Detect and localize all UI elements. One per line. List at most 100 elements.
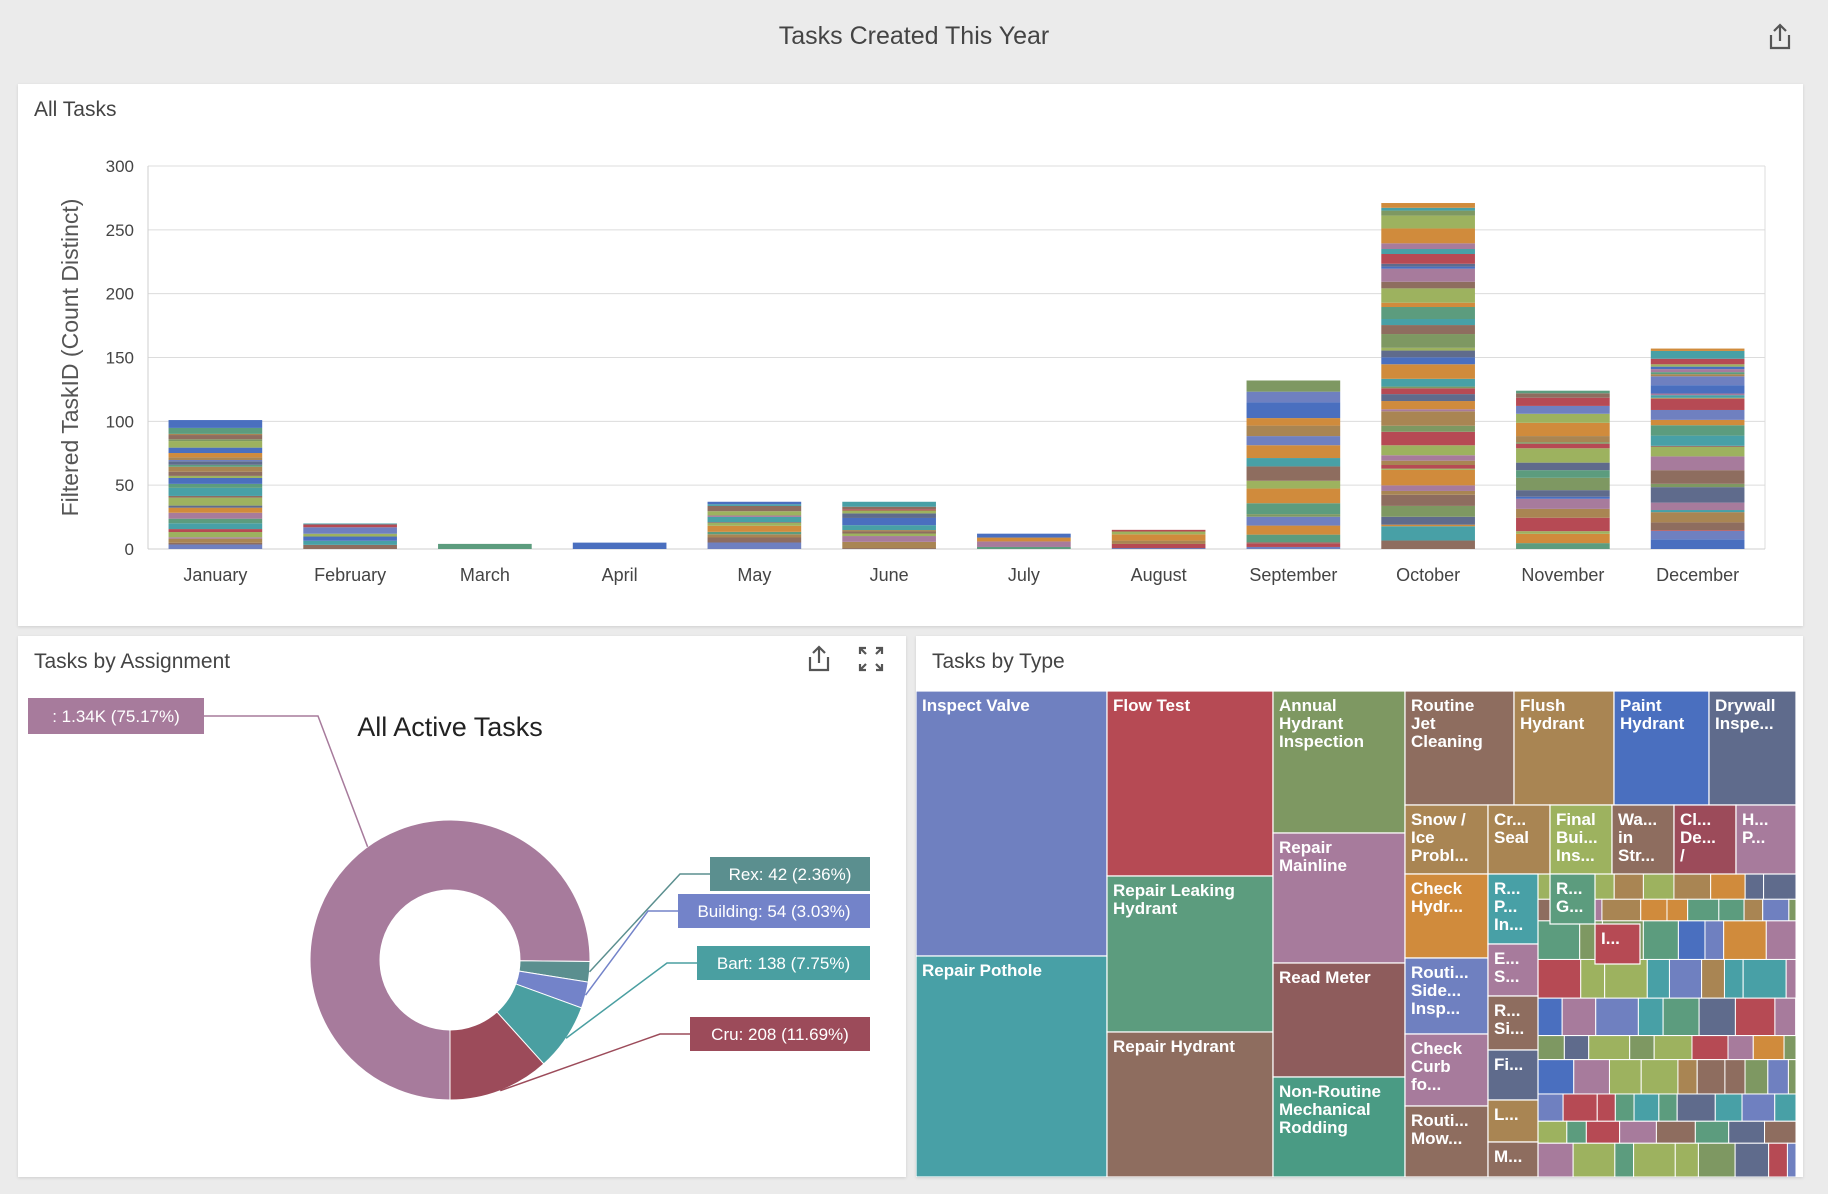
treemap-tile[interactable]	[1763, 873, 1797, 900]
treemap-tile[interactable]	[1783, 1035, 1797, 1061]
treemap-tile[interactable]: Repair Hydrant	[1106, 1031, 1274, 1178]
treemap-tile[interactable]	[1687, 898, 1720, 922]
treemap-tile[interactable]: E... S...	[1487, 943, 1539, 997]
treemap-tile[interactable]: Routine Jet Cleaning	[1404, 690, 1515, 806]
treemap-tile[interactable]	[1742, 958, 1787, 999]
treemap-tile[interactable]: R... P... In...	[1487, 873, 1539, 945]
treemap-tile[interactable]	[1596, 1093, 1616, 1122]
treemap-tile[interactable]	[1537, 997, 1563, 1037]
treemap-tile[interactable]	[1585, 1120, 1621, 1144]
treemap-tile[interactable]: R... Si...	[1487, 995, 1539, 1051]
treemap-tile[interactable]	[1724, 1059, 1746, 1095]
treemap-tile[interactable]	[1640, 898, 1668, 922]
treemap-tile[interactable]	[1537, 1059, 1575, 1095]
treemap-tile[interactable]	[1764, 1120, 1797, 1144]
treemap-tile[interactable]: Drywall Inspe...	[1708, 690, 1797, 806]
treemap-tile[interactable]	[1642, 920, 1679, 960]
bar[interactable]	[1111, 529, 1206, 549]
treemap-tile[interactable]	[1537, 1120, 1568, 1144]
treemap-tile[interactable]	[1676, 1093, 1716, 1122]
treemap-tile[interactable]	[1655, 1120, 1696, 1144]
treemap-tile[interactable]	[1653, 1035, 1693, 1061]
treemap-tile[interactable]: Repair Leaking Hydrant	[1106, 875, 1274, 1033]
treemap-tile[interactable]	[1743, 898, 1764, 922]
treemap-tile[interactable]: Non-Routine Mechanical Rodding	[1272, 1076, 1406, 1178]
treemap-tile[interactable]	[1588, 1035, 1631, 1061]
treemap-tile[interactable]	[1710, 873, 1746, 900]
bar[interactable]	[303, 523, 397, 549]
treemap-tile[interactable]	[1640, 1059, 1679, 1095]
treemap-tile[interactable]	[1604, 958, 1648, 999]
treemap-tile[interactable]	[1614, 1093, 1635, 1122]
treemap-tile[interactable]	[1734, 997, 1776, 1037]
treemap-tile[interactable]	[1563, 1035, 1590, 1061]
treemap-tile[interactable]: M...	[1487, 1141, 1539, 1178]
treemap-tile[interactable]	[1566, 1120, 1587, 1144]
treemap-tile[interactable]: Inspect Valve	[915, 690, 1108, 957]
treemap-tile[interactable]	[1674, 1142, 1699, 1178]
bar[interactable]	[707, 501, 802, 549]
treemap-tile[interactable]	[1562, 1093, 1598, 1122]
treemap-tile[interactable]	[1787, 1059, 1797, 1095]
treemap-tile[interactable]: Read Meter	[1272, 962, 1406, 1078]
treemap-tile[interactable]	[1537, 920, 1581, 960]
treemap-tile[interactable]: Check Hydr...	[1404, 873, 1489, 959]
treemap-tile[interactable]: Flush Hydrant	[1513, 690, 1615, 806]
treemap-tile[interactable]	[1774, 1093, 1797, 1122]
treemap-tile[interactable]	[1701, 958, 1725, 999]
treemap-tile[interactable]	[1774, 997, 1797, 1037]
treemap-tile[interactable]	[1537, 958, 1582, 999]
share-icon[interactable]	[802, 642, 836, 676]
treemap-tile[interactable]	[1728, 1120, 1766, 1144]
treemap-tile[interactable]	[1677, 1059, 1698, 1095]
treemap-tile[interactable]	[1673, 873, 1712, 900]
treemap-tile[interactable]	[1561, 997, 1597, 1037]
treemap-tile[interactable]	[1601, 898, 1642, 922]
treemap-tile[interactable]	[1633, 1093, 1660, 1122]
treemap-tile[interactable]	[1767, 1059, 1789, 1095]
donut-slice[interactable]	[449, 1011, 545, 1101]
treemap-tile[interactable]	[1723, 920, 1767, 960]
treemap-tile[interactable]	[1642, 873, 1675, 900]
treemap-tile[interactable]	[1633, 1142, 1676, 1178]
treemap-tile[interactable]	[1619, 1120, 1657, 1144]
bar[interactable]	[1516, 390, 1610, 549]
bar[interactable]	[977, 533, 1071, 549]
bar[interactable]	[1650, 348, 1745, 549]
treemap-tile[interactable]	[1580, 958, 1606, 999]
bar[interactable]	[438, 543, 532, 549]
treemap-tile[interactable]: Cr... Seal	[1487, 804, 1551, 875]
treemap-tile[interactable]: R... G...	[1549, 873, 1596, 925]
treemap-tile[interactable]	[1572, 1142, 1616, 1178]
treemap-tile[interactable]: Repair Pothole	[915, 955, 1108, 1178]
expand-icon[interactable]	[854, 642, 888, 676]
treemap-tile[interactable]: L...	[1487, 1099, 1539, 1143]
treemap-tile[interactable]	[1714, 1093, 1743, 1122]
treemap-tile[interactable]	[1744, 873, 1765, 900]
treemap-tile[interactable]: Annual Hydrant Inspection	[1272, 690, 1406, 834]
treemap-tile[interactable]: I...	[1594, 923, 1641, 965]
treemap-tile[interactable]: Flow Test	[1106, 690, 1274, 877]
treemap-tile[interactable]	[1608, 1059, 1642, 1095]
treemap-tile[interactable]	[1677, 920, 1706, 960]
treemap-tile[interactable]: Routi... Mow...	[1404, 1105, 1489, 1178]
treemap-tile[interactable]	[1658, 1093, 1678, 1122]
treemap-tile[interactable]	[1573, 1059, 1610, 1095]
bar[interactable]	[572, 542, 667, 549]
treemap-tile[interactable]	[1768, 1142, 1788, 1178]
treemap-tile[interactable]	[1662, 997, 1700, 1037]
share-icon[interactable]	[1763, 20, 1797, 54]
treemap-tile[interactable]	[1666, 898, 1689, 922]
treemap-tile[interactable]: Paint Hydrant	[1613, 690, 1710, 806]
treemap-tile[interactable]	[1786, 1142, 1797, 1178]
treemap-tile[interactable]	[1727, 1035, 1754, 1061]
treemap-tile[interactable]	[1752, 1035, 1785, 1061]
bar[interactable]	[1381, 203, 1475, 549]
treemap-tile[interactable]: Snow / Ice Probl...	[1404, 804, 1489, 875]
treemap-tile[interactable]	[1741, 1093, 1776, 1122]
treemap-tile[interactable]: Routi... Side... Insp...	[1404, 957, 1489, 1035]
treemap-tile[interactable]: Check Curb fo...	[1404, 1033, 1489, 1107]
treemap-tile[interactable]	[1762, 898, 1790, 922]
treemap-tile[interactable]	[1785, 958, 1797, 999]
treemap-tile[interactable]	[1537, 1093, 1564, 1122]
